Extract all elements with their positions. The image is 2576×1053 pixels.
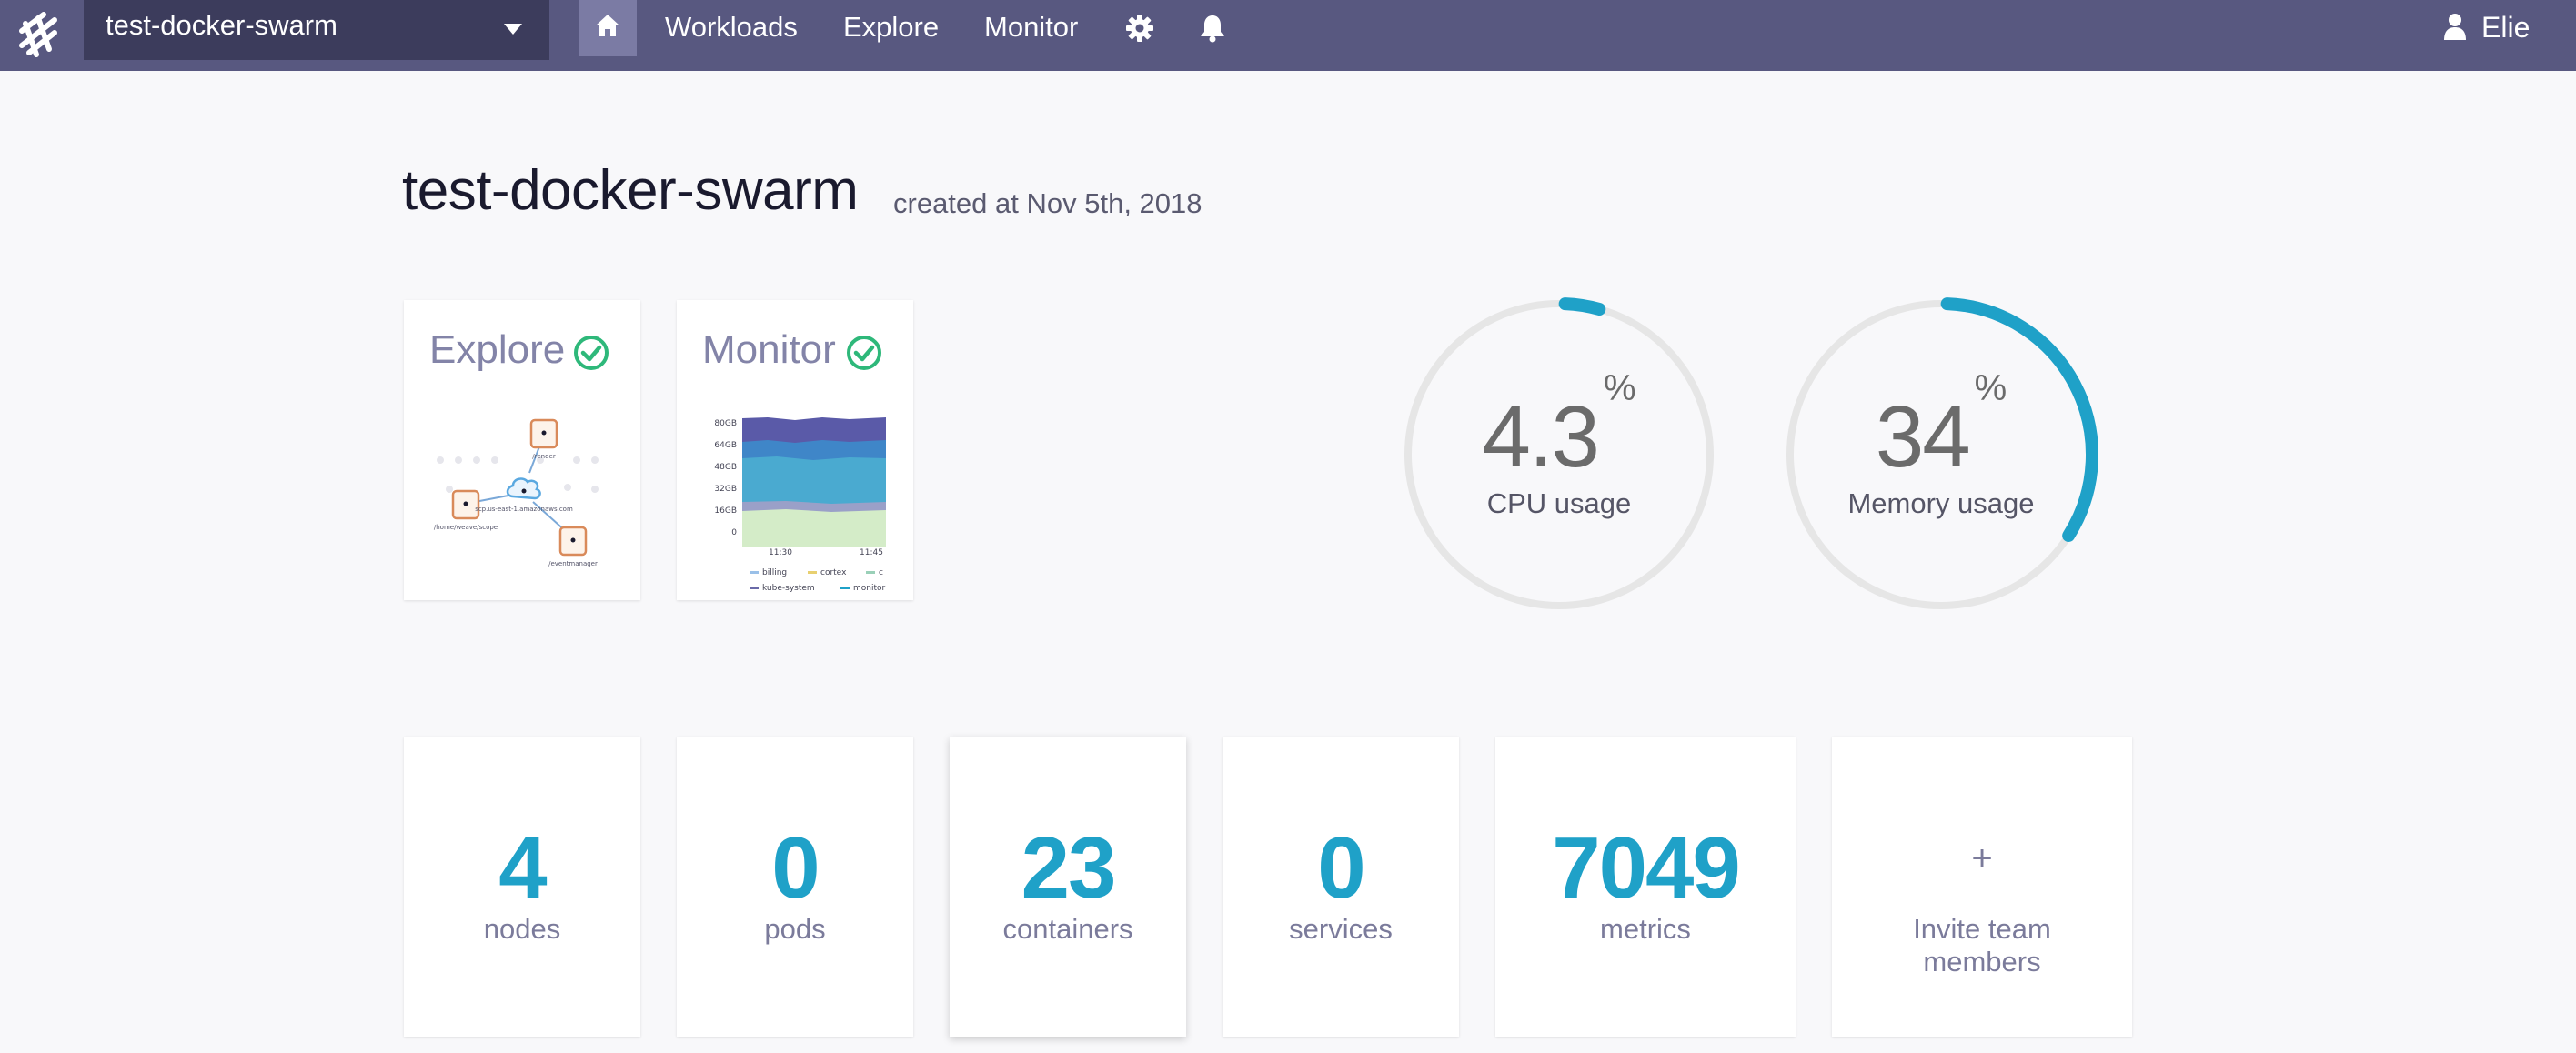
- legend-item: cortex: [820, 568, 847, 577]
- instance-selector-dropdown[interactable]: test-docker-swarm: [84, 0, 549, 60]
- y-tick-label: 16GB: [714, 506, 737, 516]
- explore-preview-title: Explore: [429, 327, 566, 372]
- legend-item: c: [879, 568, 883, 577]
- stat-card-metrics[interactable]: 7049 metrics: [1495, 737, 1796, 1037]
- weave-logo-icon[interactable]: [16, 11, 60, 58]
- monitor-preview-card[interactable]: Monitor 80GB 64GB 48GB 32GB 16GB 0 11:30…: [677, 300, 913, 600]
- user-name: Elie: [2481, 11, 2531, 44]
- topology-label: /home/weave/scope: [434, 524, 498, 531]
- stat-value: 23: [1021, 819, 1117, 917]
- stat-label: services: [1289, 913, 1393, 945]
- check-circle-icon: [847, 336, 881, 370]
- topology-label: /eventmanager: [548, 560, 598, 567]
- memory-usage-gauge: 34% Memory usage: [1781, 295, 2101, 615]
- cpu-gauge-arc: [1558, 297, 1606, 316]
- explore-topology-preview: /render /home/weave/scope scp.us-east-1.…: [434, 418, 599, 567]
- memory-gauge-arc: [1940, 297, 2098, 542]
- notifications-bell-icon[interactable]: [1197, 13, 1228, 44]
- cpu-usage-value: 4.3%: [1482, 368, 1636, 486]
- monitor-chart-preview: 80GB 64GB 48GB 32GB 16GB 0 11:30 11:45 b…: [714, 417, 886, 593]
- invite-label: Invite team members: [1913, 913, 2051, 978]
- stat-value: 0: [1317, 819, 1365, 917]
- legend-item: monitor: [853, 584, 886, 593]
- cpu-gauge-ring: [1404, 297, 1714, 609]
- invite-team-members-button[interactable]: + Invite team members: [1832, 737, 2132, 1037]
- stat-card-pods[interactable]: 0 pods: [677, 737, 913, 1037]
- created-date: created at Nov 5th, 2018: [893, 187, 1202, 219]
- y-tick-label: 80GB: [714, 419, 737, 428]
- stat-value: 7049: [1552, 819, 1741, 917]
- y-tick-label: 64GB: [714, 441, 737, 450]
- cpu-usage-label: CPU usage: [1486, 487, 1632, 519]
- stat-label: metrics: [1600, 913, 1691, 945]
- memory-usage-label: Memory usage: [1847, 487, 2035, 519]
- x-tick-label: 11:30: [769, 548, 792, 557]
- topology-label: /render: [532, 453, 556, 460]
- stat-label: pods: [764, 913, 826, 945]
- cloud-node: [506, 477, 541, 500]
- page-title: test-docker-swarm: [402, 159, 859, 222]
- explore-preview-card[interactable]: Explore: [404, 300, 640, 600]
- nav-home-button[interactable]: [579, 0, 637, 56]
- top-navigation-bar: test-docker-swarm Workloads Explore Moni…: [0, 0, 2576, 71]
- stat-value: 4: [498, 819, 547, 917]
- memory-usage-value: 34%: [1875, 368, 2007, 486]
- stat-label: nodes: [483, 913, 561, 945]
- y-tick-label: 32GB: [714, 485, 737, 494]
- stat-label: containers: [1002, 913, 1133, 945]
- plus-icon: +: [1971, 838, 1993, 878]
- nav-link-explore[interactable]: Explore: [843, 11, 940, 43]
- y-tick-label: 48GB: [714, 463, 737, 472]
- nav-link-workloads[interactable]: Workloads: [665, 11, 798, 43]
- legend-item: billing: [762, 568, 787, 577]
- y-tick-label: 0: [731, 528, 737, 537]
- container-node: [529, 418, 558, 449]
- legend-item: kube-system: [762, 584, 815, 593]
- cpu-usage-gauge: 4.3% CPU usage: [1399, 295, 1719, 615]
- topology-label: scp.us-east-1.amazonaws.com: [475, 506, 573, 513]
- x-tick-label: 11:45: [860, 548, 883, 557]
- user-icon: [2444, 14, 2466, 40]
- stat-card-containers[interactable]: 23 containers: [950, 737, 1186, 1037]
- nav-link-monitor[interactable]: Monitor: [984, 11, 1079, 43]
- container-node: [451, 489, 480, 520]
- check-circle-icon: [574, 336, 609, 370]
- instance-selector-label: test-docker-swarm: [106, 9, 337, 41]
- stat-value: 0: [771, 819, 820, 917]
- home-icon: [596, 15, 619, 36]
- stat-card-services[interactable]: 0 services: [1223, 737, 1459, 1037]
- memory-gauge-ring: [1786, 297, 2098, 609]
- caret-down-icon: [504, 24, 522, 35]
- monitor-preview-title: Monitor: [702, 327, 836, 372]
- settings-gear-icon[interactable]: [1124, 13, 1155, 44]
- container-node: [558, 526, 588, 557]
- stat-card-nodes[interactable]: 4 nodes: [404, 737, 640, 1037]
- user-menu[interactable]: Elie: [2443, 9, 2552, 45]
